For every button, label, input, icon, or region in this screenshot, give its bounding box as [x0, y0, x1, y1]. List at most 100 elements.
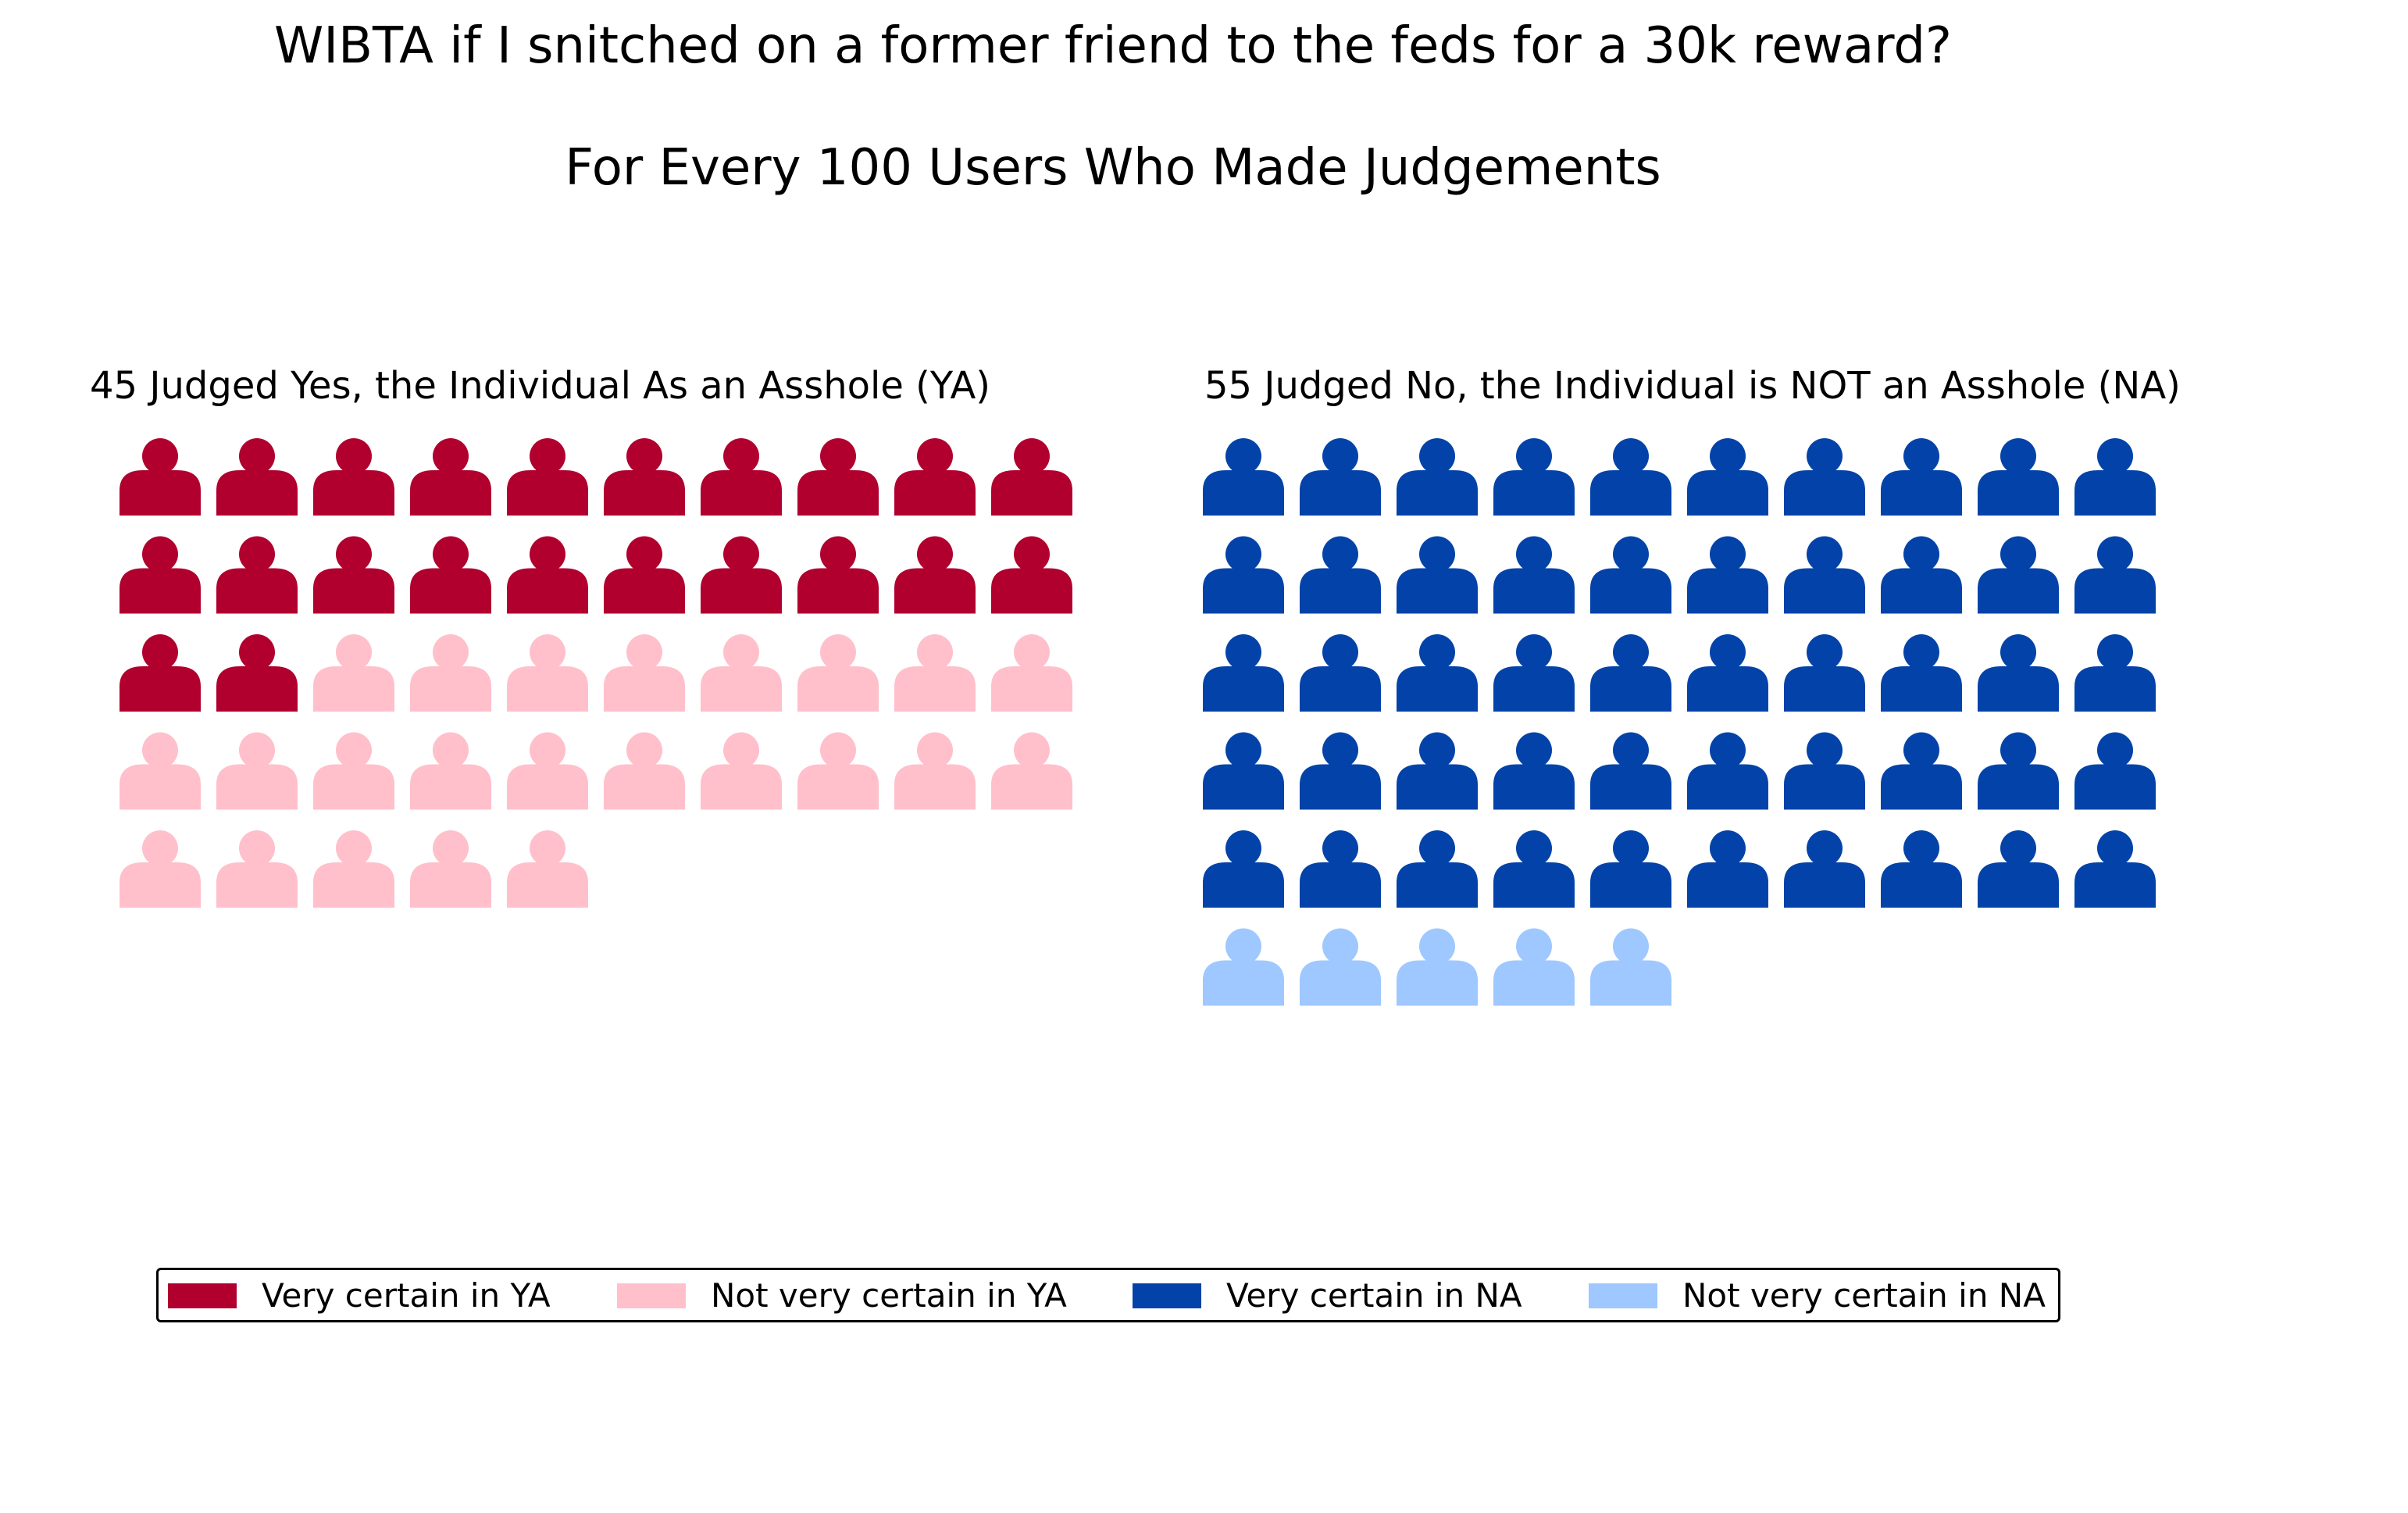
person-icon-very-certain-in-na — [1687, 634, 1768, 712]
legend: Very certain in YA Not very certain in Y… — [156, 1268, 2060, 1322]
person-icon-very-certain-in-na — [1397, 732, 1478, 810]
person-icon-not-very-certain-in-ya — [216, 732, 298, 810]
legend-label-not-very-certain-ya: Not very certain in YA — [711, 1276, 1067, 1315]
person-icon-very-certain-in-na — [1203, 536, 1284, 614]
person-icon-very-certain-in-ya — [216, 536, 298, 614]
person-icon-very-certain-in-ya — [216, 438, 298, 516]
person-icon-very-certain-in-ya — [120, 536, 201, 614]
person-icon-not-very-certain-in-ya — [894, 634, 976, 712]
legend-swatch-not-very-certain-ya — [617, 1283, 686, 1308]
person-icon-not-very-certain-in-ya — [701, 732, 782, 810]
person-icon-very-certain-in-na — [1493, 732, 1575, 810]
person-icon-very-certain-in-na — [1203, 634, 1284, 712]
person-icon-not-very-certain-in-ya — [604, 634, 685, 712]
person-icon-very-certain-in-ya — [894, 536, 976, 614]
person-icon-very-certain-in-ya — [991, 536, 1072, 614]
person-icon-very-certain-in-na — [1687, 830, 1768, 908]
person-icon-very-certain-in-na — [1687, 732, 1768, 810]
legend-swatch-very-certain-na — [1133, 1283, 1201, 1308]
person-icon-very-certain-in-na — [1300, 732, 1381, 810]
person-icon-not-very-certain-in-ya — [410, 732, 491, 810]
person-icon-very-certain-in-na — [1784, 634, 1865, 712]
person-icon-not-very-certain-in-na — [1300, 928, 1381, 1006]
person-icon-very-certain-in-ya — [604, 536, 685, 614]
person-icon-very-certain-in-na — [1493, 536, 1575, 614]
person-icon-very-certain-in-na — [2074, 634, 2156, 712]
person-icon-very-certain-in-ya — [701, 536, 782, 614]
legend-label-not-very-certain-na: Not very certain in NA — [1682, 1276, 2046, 1315]
person-icon-not-very-certain-in-ya — [797, 634, 879, 712]
person-icon-very-certain-in-ya — [410, 438, 491, 516]
legend-swatch-not-very-certain-na — [1589, 1283, 1657, 1308]
person-icon-not-very-certain-in-ya — [216, 830, 298, 908]
person-icon-very-certain-in-na — [1687, 438, 1768, 516]
person-icon-not-very-certain-in-ya — [604, 732, 685, 810]
person-icon-not-very-certain-in-ya — [701, 634, 782, 712]
chart-title: WIBTA if I snitched on a former friend t… — [273, 17, 1953, 75]
person-icon-very-certain-in-ya — [120, 438, 201, 516]
person-icon-not-very-certain-in-na — [1590, 928, 1671, 1006]
person-icon-very-certain-in-na — [1397, 438, 1478, 516]
person-icon-very-certain-in-na — [1397, 536, 1478, 614]
person-icon-very-certain-in-ya — [507, 536, 588, 614]
person-icon-not-very-certain-in-ya — [313, 732, 394, 810]
person-icon-very-certain-in-na — [1203, 732, 1284, 810]
legend-swatch-very-certain-ya — [168, 1283, 237, 1308]
person-icon-not-very-certain-in-ya — [797, 732, 879, 810]
person-icon-very-certain-in-ya — [604, 438, 685, 516]
person-icon-very-certain-in-ya — [507, 438, 588, 516]
person-icon-very-certain-in-na — [1590, 732, 1671, 810]
person-icon-very-certain-in-na — [2074, 830, 2156, 908]
person-icon-not-very-certain-in-ya — [120, 732, 201, 810]
person-icon-not-very-certain-in-na — [1397, 928, 1478, 1006]
person-icon-not-very-certain-in-ya — [507, 634, 588, 712]
na-icon-group — [1203, 438, 2156, 1006]
person-icon-very-certain-in-na — [1978, 536, 2059, 614]
person-icon-very-certain-in-na — [1397, 634, 1478, 712]
person-icon-very-certain-in-ya — [313, 438, 394, 516]
person-icon-very-certain-in-na — [1493, 438, 1575, 516]
person-icon-very-certain-in-ya — [797, 536, 879, 614]
person-icon-very-certain-in-na — [1784, 732, 1865, 810]
legend-label-very-certain-ya: Very certain in YA — [262, 1276, 551, 1315]
person-icon-very-certain-in-na — [1300, 438, 1381, 516]
person-icon-very-certain-in-na — [1881, 732, 1962, 810]
person-icon-very-certain-in-ya — [991, 438, 1072, 516]
ya-panel-title: 45 Judged Yes, the Individual As an Assh… — [90, 364, 991, 408]
person-icon-very-certain-in-na — [1881, 830, 1962, 908]
person-icon-very-certain-in-ya — [313, 536, 394, 614]
person-icon-very-certain-in-na — [1397, 830, 1478, 908]
person-icon-very-certain-in-na — [2074, 732, 2156, 810]
person-icon-very-certain-in-na — [1590, 536, 1671, 614]
person-icon-very-certain-in-ya — [701, 438, 782, 516]
person-icon-very-certain-in-na — [1881, 536, 1962, 614]
person-icon-very-certain-in-na — [1881, 634, 1962, 712]
person-icon-not-very-certain-in-ya — [894, 732, 976, 810]
ya-icon-group — [120, 438, 1072, 908]
person-icon-very-certain-in-na — [1881, 438, 1962, 516]
person-icon-not-very-certain-in-ya — [410, 634, 491, 712]
person-icon-very-certain-in-ya — [120, 634, 201, 712]
chart-subtitle: For Every 100 Users Who Made Judgements — [565, 139, 1661, 197]
person-icon-not-very-certain-in-ya — [120, 830, 201, 908]
person-icon-not-very-certain-in-ya — [507, 830, 588, 908]
person-icon-very-certain-in-na — [1978, 732, 2059, 810]
person-icon-very-certain-in-na — [1978, 830, 2059, 908]
person-icon-very-certain-in-na — [1784, 536, 1865, 614]
person-icon-very-certain-in-na — [1203, 438, 1284, 516]
person-icon-not-very-certain-in-ya — [313, 634, 394, 712]
person-icon-not-very-certain-in-ya — [410, 830, 491, 908]
person-icon-very-certain-in-na — [1590, 830, 1671, 908]
person-icon-very-certain-in-na — [1978, 438, 2059, 516]
person-icon-not-very-certain-in-na — [1203, 928, 1284, 1006]
legend-label-very-certain-na: Very certain in NA — [1226, 1276, 1522, 1315]
person-icon-very-certain-in-na — [1493, 830, 1575, 908]
person-icon-not-very-certain-in-ya — [991, 634, 1072, 712]
na-panel-title: 55 Judged No, the Individual is NOT an A… — [1204, 364, 2181, 408]
person-icon-very-certain-in-na — [1493, 634, 1575, 712]
person-icon-very-certain-in-na — [1784, 830, 1865, 908]
person-icon-very-certain-in-ya — [797, 438, 879, 516]
person-icon-very-certain-in-ya — [410, 536, 491, 614]
person-icon-very-certain-in-na — [1300, 830, 1381, 908]
